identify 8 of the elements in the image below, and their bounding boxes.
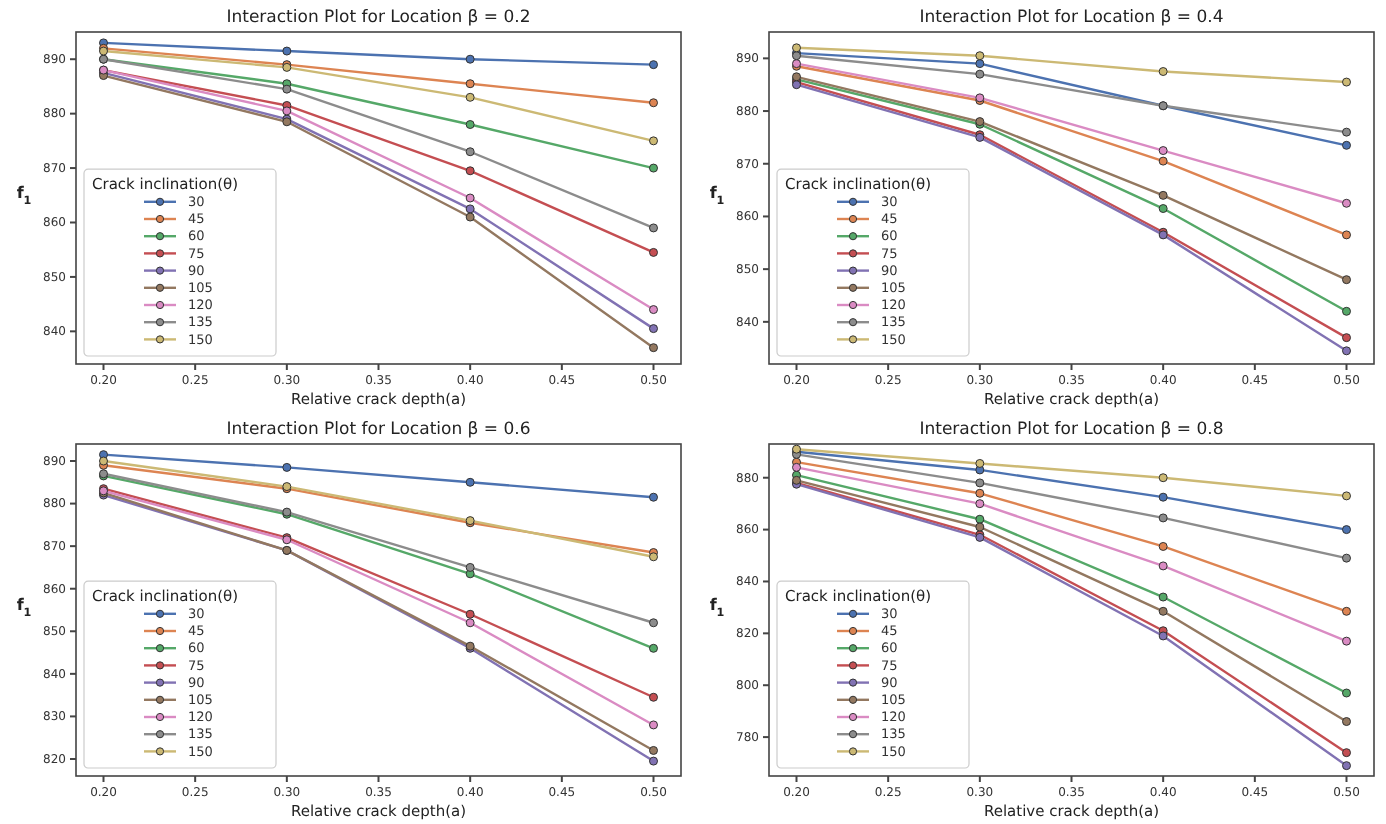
chart-title: Interaction Plot for Location β = 0.2 [226,8,531,28]
chart-title: Interaction Plot for Location β = 0.6 [226,420,531,440]
y-axis-title: f$_{1}$ [709,184,725,208]
y-axis-title: f$_{1}$ [709,596,725,620]
chart-title: Interaction Plot for Location β = 0.8 [919,420,1224,440]
chart-title: Interaction Plot for Location β = 0.4 [919,8,1224,28]
y-axis-title: f$_{1}$ [16,596,32,620]
y-axis-title: f$_{1}$ [16,184,32,208]
